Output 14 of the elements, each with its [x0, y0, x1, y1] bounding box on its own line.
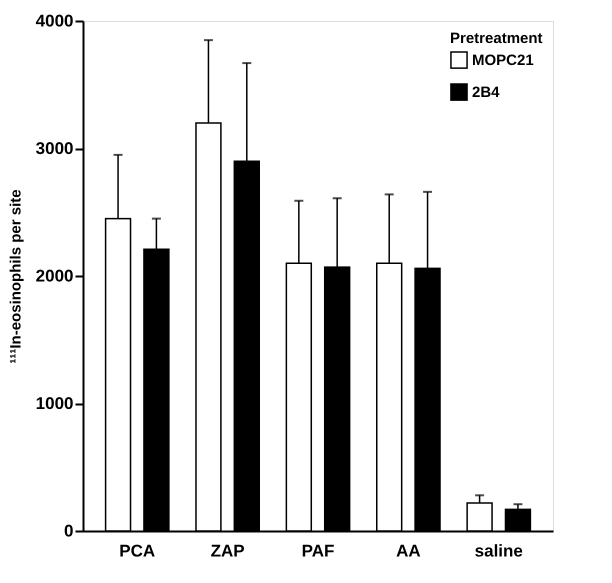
- y-tick-label: 0: [64, 522, 74, 540]
- y-tick-label: 1000: [36, 394, 74, 413]
- y-tick-label: 4000: [36, 12, 74, 30]
- x-tick-label: PCA: [119, 542, 156, 560]
- x-tick-label: PAF: [302, 542, 334, 560]
- y-tick-label: 2000: [36, 266, 74, 286]
- legend-label: MOPC21: [472, 52, 534, 69]
- legend-label: 2B4: [472, 84, 500, 101]
- x-tick-label: saline: [474, 542, 523, 560]
- y-tick-label: 3000: [36, 139, 74, 158]
- x-tick-label: AA: [396, 542, 421, 560]
- legend-title: Pretreatment: [450, 30, 543, 47]
- y-axis-title: ¹¹¹In-eosinophils per site: [8, 189, 25, 364]
- x-tick-label: ZAP: [210, 542, 245, 560]
